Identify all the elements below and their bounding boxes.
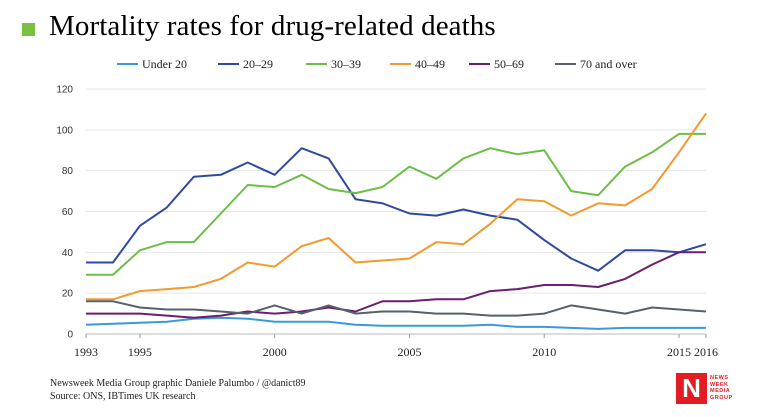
series-line: [85, 316, 706, 330]
y-tick-label: 20: [62, 289, 74, 300]
series-line: [86, 300, 707, 317]
logo-line: MEDIA: [710, 388, 731, 394]
title-accent-square: [22, 22, 35, 36]
y-tick-label: 40: [62, 248, 74, 259]
logo-line: GROUP: [710, 394, 733, 401]
y-tick-label: 100: [56, 125, 73, 136]
series-line: [86, 112, 707, 301]
y-tick-label: 120: [56, 85, 73, 96]
y-tick-label: 60: [62, 207, 74, 218]
legend-label: 30–39: [331, 57, 361, 71]
logo-letter: N: [676, 372, 707, 404]
x-tick-label: 2010: [532, 345, 556, 359]
legend-label: 70 and over: [580, 57, 637, 71]
series-line: [86, 132, 706, 276]
newsweek-media-group-logo: N NEWS WEEK MEDIA GROUP: [676, 371, 738, 405]
series-line: [86, 251, 706, 319]
footer-source: Source: ONS, IBTimes UK research: [50, 391, 196, 402]
chart-title: Mortality rates for drug-related deaths: [49, 9, 496, 42]
x-tick-label: 2000: [263, 345, 287, 359]
y-tick-label: 0: [67, 330, 73, 341]
logo-line: WEEK: [710, 381, 729, 388]
legend-label: 20–29: [243, 57, 273, 71]
series-line: [86, 147, 707, 272]
x-tick-label: 2005: [397, 345, 421, 359]
legend-label: Under 20: [142, 57, 187, 71]
y-tick-label: 80: [62, 166, 74, 177]
title-row: Mortality rates for drug-related deaths: [22, 6, 496, 46]
legend-label: 40–49: [415, 57, 445, 71]
logo-wordmark: NEWS WEEK MEDIA GROUP: [710, 375, 733, 401]
footer-credit: Newsweek Media Group graphic Daniele Pal…: [50, 378, 306, 389]
x-tick-label: 2016: [694, 345, 718, 359]
x-tick-label: 2015: [667, 345, 691, 359]
logo-line: NEWS: [710, 375, 729, 381]
x-tick-label: 1993: [74, 345, 98, 359]
x-tick-label: 1995: [128, 345, 152, 359]
legend-label: 50–69: [494, 57, 524, 71]
